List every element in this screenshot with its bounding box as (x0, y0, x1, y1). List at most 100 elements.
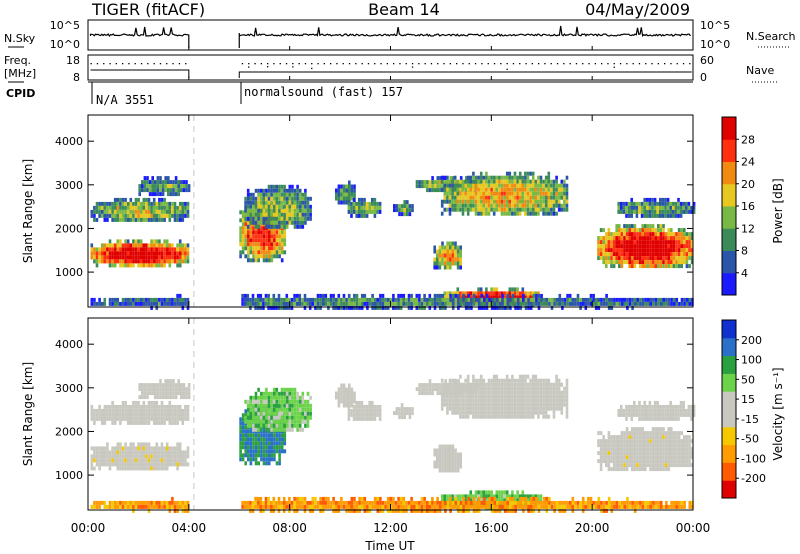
heatmap-cell (260, 246, 263, 251)
heatmap-cell (288, 212, 292, 217)
heatmap-cell (531, 203, 535, 208)
heatmap-cell (498, 301, 502, 306)
heatmap-cell (176, 217, 179, 222)
heatmap-cell (474, 203, 478, 208)
heatmap-cell (443, 494, 447, 499)
heatmap-cell (239, 429, 242, 434)
heatmap-cell (259, 212, 263, 217)
heatmap-cell (241, 437, 245, 442)
heatmap-cell (433, 293, 437, 298)
heatmap-cell (685, 244, 689, 249)
heatmap-cell (186, 305, 190, 310)
heatmap-cell (345, 297, 348, 302)
heatmap-cell (563, 195, 566, 200)
heatmap-cell (254, 234, 258, 239)
heatmap-cell (503, 394, 506, 399)
heatmap-cell (116, 297, 120, 302)
heatmap-cell (152, 450, 156, 455)
heatmap-cell (378, 404, 382, 409)
heatmap-cell (542, 211, 545, 216)
heatmap-cell (675, 240, 678, 245)
heatmap-cell (119, 217, 122, 222)
heatmap-cell (675, 297, 679, 302)
heatmap-cell (181, 408, 185, 413)
heatmap-cell (474, 211, 478, 216)
heatmap-cell (283, 399, 286, 404)
heatmap-cell (256, 293, 260, 298)
heatmap-cell (275, 433, 279, 438)
heatmap-cell (464, 394, 467, 399)
heatmap-cell (405, 301, 408, 306)
heatmap-cell (335, 188, 338, 193)
heatmap-cell (103, 408, 107, 413)
heatmap-cell (181, 297, 185, 302)
heatmap-cell (492, 382, 496, 387)
heatmap-cell (469, 183, 473, 188)
heatmap-cell (511, 287, 514, 292)
heatmap-cell (651, 463, 655, 468)
heatmap-cell (147, 213, 151, 218)
heatmap-cell (139, 454, 143, 459)
power-ylabel: Slant Range [km] (21, 159, 35, 263)
heatmap-cell (159, 383, 162, 388)
heatmap-cell (498, 410, 501, 415)
heatmap-cell (462, 297, 465, 302)
heatmap-cell (365, 408, 369, 413)
heatmap-cell (273, 457, 276, 462)
heatmap-cell (453, 410, 457, 415)
heatmap-cell (278, 242, 281, 247)
heatmap-cell (539, 199, 543, 204)
heatmap-cell (581, 297, 585, 302)
heatmap-cell (563, 203, 566, 208)
heatmap-cell (259, 301, 263, 306)
heatmap-cell (278, 427, 281, 432)
heatmap-cell (654, 252, 657, 257)
heatmap-cell (129, 412, 133, 417)
heatmap-cell (254, 305, 257, 310)
heatmap-cell (348, 192, 351, 197)
heatmap-cell (506, 305, 510, 310)
heatmap-cell (134, 201, 138, 206)
heatmap-cell (265, 437, 268, 442)
heatmap-cell (139, 297, 143, 302)
heatmap-cell (270, 196, 273, 201)
heatmap-cell (272, 204, 276, 209)
heatmap-cell (449, 257, 452, 262)
heatmap-cell (495, 295, 499, 300)
heatmap-cell (539, 187, 543, 192)
heatmap-cell (406, 208, 409, 213)
heatmap-cell (291, 407, 294, 412)
heatmap-cell (187, 383, 191, 388)
heatmap-cell (438, 305, 442, 310)
heatmap-cell (644, 455, 647, 460)
heatmap-cell (482, 207, 486, 212)
heatmap-cell (257, 238, 260, 243)
heatmap-cell (438, 257, 442, 262)
heatmap-cell (464, 498, 467, 503)
heatmap-cell (464, 378, 467, 383)
heatmap-cell (267, 457, 271, 462)
heatmap-cell (265, 415, 268, 420)
heatmap-cell (146, 395, 149, 400)
heatmap-cell (103, 458, 107, 463)
heatmap-cell (244, 419, 247, 424)
heatmap-cell (340, 188, 343, 193)
heatmap-cell (490, 414, 493, 419)
heatmap-cell (160, 462, 164, 467)
heatmap-cell (692, 201, 696, 206)
heatmap-cell (618, 264, 621, 269)
heatmap-cell (667, 252, 670, 257)
heatmap-cell (464, 199, 467, 204)
heatmap-cell (252, 220, 255, 225)
heatmap-cell (329, 301, 333, 306)
heatmap-cell (270, 427, 273, 432)
heatmap-cell (464, 295, 467, 300)
heatmap-cell (651, 213, 654, 218)
heatmap-cell (641, 427, 644, 432)
heatmap-cell (186, 416, 190, 421)
heatmap-cell (518, 295, 522, 300)
heatmap-cell (431, 297, 434, 302)
heatmap-cell (667, 260, 670, 265)
heatmap-cell (150, 255, 153, 260)
heatmap-cell (138, 383, 141, 388)
